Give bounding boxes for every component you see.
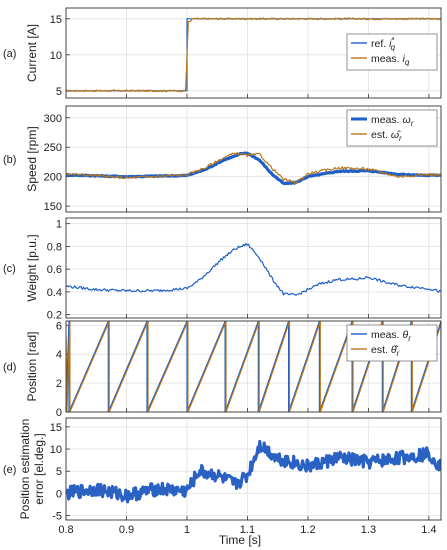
- y-tick-label: 150: [44, 201, 62, 213]
- legend-entry: meas. θr: [371, 329, 411, 343]
- x-tick-label: 0.9: [119, 524, 134, 536]
- y-tick-label: 4: [56, 349, 62, 361]
- axes-frame: [65, 217, 442, 319]
- y-tick-label: -5: [52, 511, 62, 523]
- y-tick-label: 0.6: [47, 264, 62, 276]
- y-tick-label: 10: [50, 50, 62, 62]
- axes-frame: [65, 320, 442, 413]
- y-tick-label: 0.8: [47, 241, 62, 253]
- series-line-meas-0: [66, 321, 441, 412]
- panel-c: 0.2 0.4 0.6 0.8 1 Weight [p.u.] (c): [3, 217, 442, 322]
- y-tick-label: 200: [44, 172, 62, 184]
- legend-box: [346, 33, 438, 71]
- legend-entry: ref. i* q: [371, 36, 396, 52]
- series-group: [66, 321, 441, 412]
- x-tick-label: 1: [184, 524, 190, 536]
- panel-letter: (a): [3, 48, 16, 60]
- y-axis-label: Current [A]: [25, 24, 39, 82]
- panel-e: -5 0 5 10 15 0.8 0.9 1 1.1 1.2 1.3 1.4 Position esti…: [3, 417, 442, 536]
- x-tick-label: 1.4: [421, 524, 436, 536]
- series-line-trace-0: [66, 439, 441, 504]
- y-tick-label: 300: [44, 113, 62, 125]
- y-tick-label: 5: [56, 86, 62, 98]
- axes-frame: [65, 105, 442, 213]
- y-tick-label: 250: [44, 142, 62, 154]
- panel-letter: (b): [3, 154, 16, 166]
- x-axis-label: Time [s]: [219, 533, 261, 547]
- legend-entry: est. ω̂r: [371, 129, 402, 143]
- panel-letter: (d): [3, 362, 16, 374]
- x-tick-label: 0.8: [58, 524, 73, 536]
- series-line-meas-0: [66, 151, 441, 186]
- series-line-trace-0: [66, 242, 441, 296]
- legend-box: [346, 324, 438, 362]
- series-group: [66, 17, 441, 93]
- y-tick-label: 0.4: [47, 287, 62, 299]
- x-tick-label: 1.1: [240, 524, 255, 536]
- y-tick-label: 5: [56, 466, 62, 478]
- y-tick-label: 0: [56, 407, 62, 419]
- y-axis-label: Position [rad]: [25, 331, 39, 401]
- y-tick-label: 0.2: [47, 310, 62, 322]
- y-tick-label: 6: [56, 320, 62, 332]
- series-line-est-1: [66, 151, 441, 184]
- legend-box: [346, 109, 438, 147]
- x-tick-label: 1.3: [361, 524, 376, 536]
- y-tick-label: 0: [56, 488, 62, 500]
- y-tick-label: 1: [56, 219, 62, 231]
- panel-letter: (c): [3, 263, 16, 275]
- legend-entry: meas. ωr: [371, 114, 414, 128]
- panel-letter: (e): [3, 464, 16, 476]
- series-group: [66, 151, 441, 186]
- legend-entry: est. θ̂r: [371, 344, 400, 358]
- legend-entry: meas. iq: [371, 53, 410, 67]
- axes-frame: [65, 417, 442, 521]
- y-axis-label: Speed [rpm]: [25, 126, 39, 191]
- y-tick-label: 15: [50, 422, 62, 434]
- y-tick-label: 2: [56, 378, 62, 390]
- axes-frame: [65, 7, 442, 99]
- y-axis-label: Position estimationerror [el.deg.]: [18, 419, 46, 520]
- series-line-est-1: [66, 321, 441, 412]
- series-group: [66, 242, 441, 296]
- y-tick-label: 15: [50, 14, 62, 26]
- y-tick-label: 10: [50, 444, 62, 456]
- x-tick-label: 1.2: [300, 524, 315, 536]
- series-line-meas-1: [66, 17, 441, 93]
- y-axis-label: Weight [p.u.]: [25, 234, 39, 301]
- series-group: [66, 439, 441, 504]
